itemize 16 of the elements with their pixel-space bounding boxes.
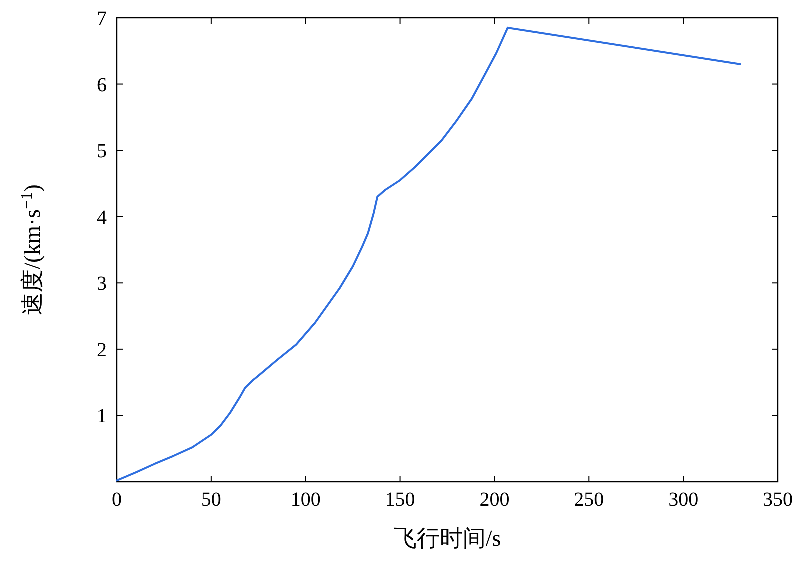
y-tick-label: 3 [97, 273, 107, 296]
x-tick-label: 150 [385, 489, 416, 511]
x-tick-label: 350 [763, 489, 793, 511]
y-tick-label: 1 [97, 406, 107, 428]
y-tick-label: 6 [97, 74, 107, 96]
x-tick-label: 100 [290, 489, 321, 511]
x-axis-title: 飞行时间/s [394, 526, 502, 551]
y-tick-label: 7 [97, 8, 107, 30]
x-tick-label: 250 [574, 489, 604, 511]
x-tick-label: 300 [668, 489, 699, 511]
y-tick-label: 4 [97, 206, 107, 229]
x-tick-label: 50 [201, 489, 222, 511]
y-tick-label: 5 [97, 140, 107, 163]
x-tick-label: 0 [112, 489, 122, 511]
x-tick-label: 200 [480, 489, 510, 511]
y-tick-label: 2 [97, 339, 107, 362]
